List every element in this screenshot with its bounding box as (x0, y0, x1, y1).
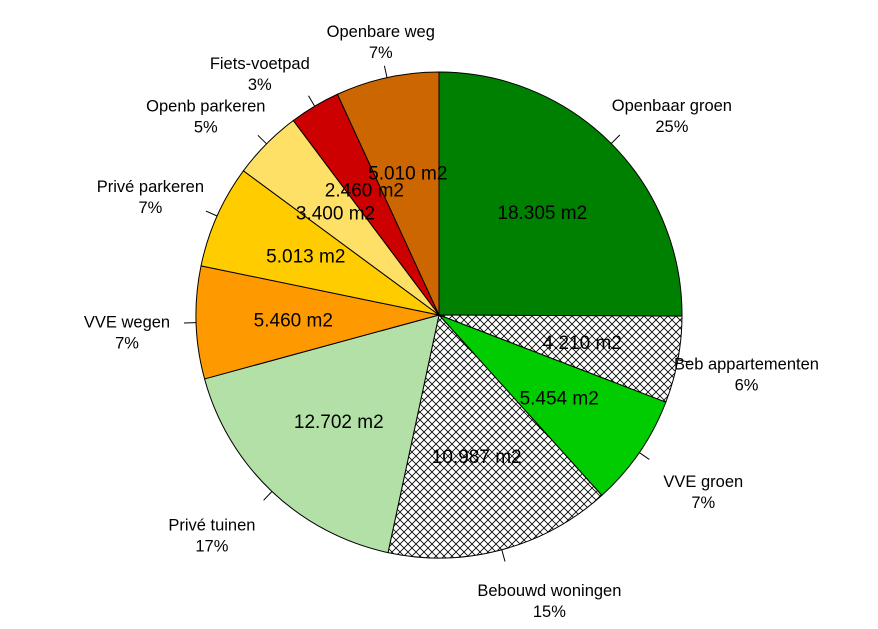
outer-label-vve-groen: VVE groen 7% (663, 473, 743, 512)
value-label-beb-appartementen: 4.210 m2 (543, 333, 622, 354)
slice-name: Openbare weg (327, 23, 435, 41)
tick-fiets-voetpad (308, 95, 316, 107)
outer-label-fiets-voetpad: Fiets-voetpad 3% (210, 55, 310, 94)
value-label-vve-groen: 5.454 m2 (520, 389, 599, 410)
slice-openbare-weg (336, 71, 440, 316)
slice-name: Privé parkeren (97, 178, 204, 196)
value-labels: 18.305 m2 4.210 m2 5.454 m2 10.987 m2 12.702… (254, 164, 622, 468)
value-label-vve-wegen: 5.460 m2 (254, 311, 333, 332)
outer-label-bebouwd-woningen: Bebouwd woningen 15% (477, 582, 621, 621)
outer-labels: Openbaar groen 25% Beb appartementen 6% VVE … (84, 23, 819, 621)
pie-slices (195, 71, 683, 559)
slice-name: VVE groen (663, 473, 743, 491)
slice-name: Fiets-voetpad (210, 55, 310, 73)
slice-name: Openbaar groen (612, 97, 732, 115)
outer-label-openbaar-groen: Openbaar groen 25% (612, 97, 732, 136)
value-label-bebouwd-woningen: 10.987 m2 (432, 447, 522, 468)
tick-beb-appartementen (677, 359, 690, 363)
slice-name: Openb parkeren (146, 97, 265, 115)
tick-prive-parkeren (205, 210, 218, 217)
outer-label-beb-appartementen: Beb appartementen 6% (674, 355, 819, 394)
slice-percent: 6% (735, 376, 759, 394)
slice-percent: 7% (115, 335, 139, 353)
tick-openbare-weg (383, 65, 388, 78)
outer-label-openbare-weg: Openbare weg 7% (327, 23, 435, 62)
tick-prive-tuinen (263, 491, 273, 501)
value-label-prive-tuinen: 12.702 m2 (294, 412, 384, 433)
outer-label-prive-tuinen: Privé tuinen 17% (168, 517, 255, 556)
slice-percent: 7% (369, 44, 393, 62)
slice-name: VVE wegen (84, 314, 170, 332)
tick-bebouwd-woningen (501, 549, 506, 562)
slice-name: Beb appartementen (674, 355, 819, 373)
tick-vve-groen (639, 452, 650, 460)
slice-percent: 5% (194, 118, 218, 136)
slice-percent: 17% (195, 538, 228, 556)
slice-percent: 25% (655, 118, 688, 136)
tick-openb-parkeren (257, 134, 267, 145)
tick-openbaar-groen (610, 134, 621, 144)
outer-label-vve-wegen: VVE wegen 7% (84, 314, 170, 353)
slice-percent: 3% (248, 76, 272, 94)
value-label-prive-parkeren: 5.013 m2 (266, 247, 345, 268)
value-label-openbaar-groen: 18.305 m2 (497, 203, 587, 224)
value-label-openb-parkeren: 3.400 m2 (296, 203, 375, 224)
outer-label-prive-parkeren: Privé parkeren 7% (97, 178, 204, 217)
slice-name: Privé tuinen (168, 517, 255, 535)
slice-prive-tuinen (203, 314, 440, 554)
slice-vve-groen (438, 314, 667, 497)
value-label-openbare-weg: 5.010 m2 (368, 164, 447, 185)
slice-percent: 7% (138, 199, 162, 217)
slice-name: Bebouwd woningen (477, 582, 621, 600)
slice-prive-parkeren (200, 170, 440, 316)
outer-label-openb-parkeren: Openb parkeren 5% (146, 97, 265, 136)
slice-vve-wegen (195, 265, 440, 380)
slice-percent: 7% (691, 494, 715, 512)
slice-percent: 15% (533, 603, 566, 621)
label-ticks (183, 65, 690, 562)
value-label-fiets-voetpad: 2.460 m2 (325, 181, 404, 202)
